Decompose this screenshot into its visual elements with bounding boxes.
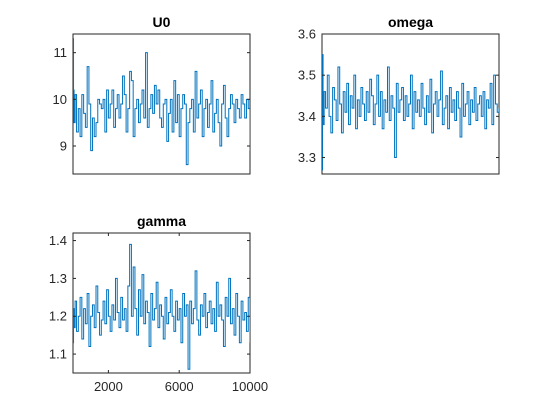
y-tick-label-u0-1: 10 <box>53 92 67 107</box>
series-line-gamma <box>73 243 250 370</box>
y-tick-label-omega-1: 3.4 <box>298 109 316 124</box>
series-line-omega <box>322 54 499 171</box>
y-tick-label-u0-2: 11 <box>54 45 68 60</box>
subplot-u0: 9 10 11 U0 <box>53 14 251 175</box>
trace-group-omega <box>322 54 499 171</box>
y-tick-label-gamma-1: 1.2 <box>49 309 67 324</box>
trace-group-u0 <box>73 38 250 166</box>
x-tick-label-gamma-1: 6000 <box>165 379 194 394</box>
y-tick-label-gamma-3: 1.4 <box>49 233 67 248</box>
series-line-u0 <box>73 38 250 166</box>
ticks-u0: 9 10 11 <box>53 45 250 154</box>
subplot-omega: 3.3 3.4 3.5 3.6 omega <box>298 14 500 175</box>
x-tick-label-gamma-0: 2000 <box>94 379 123 394</box>
x-tick-label-gamma-2: 10000 <box>232 379 268 394</box>
ticks-omega: 3.3 3.4 3.5 3.6 <box>298 27 499 165</box>
plot-area-u0 <box>72 33 251 175</box>
chart-title-gamma: gamma <box>137 213 186 229</box>
y-tick-label-omega-0: 3.3 <box>298 150 316 165</box>
chart-title-omega: omega <box>388 14 433 30</box>
trace-group-gamma <box>73 243 250 370</box>
y-tick-label-omega-2: 3.5 <box>298 68 316 83</box>
subplot-gamma: 1.1 1.2 1.3 1.4 2000 6000 10000 gamma <box>49 213 268 394</box>
y-tick-label-omega-3: 3.6 <box>298 27 316 42</box>
y-tick-label-gamma-0: 1.1 <box>49 347 67 362</box>
y-tick-label-u0-0: 9 <box>60 139 67 154</box>
ticks-gamma: 1.1 1.2 1.3 1.4 2000 6000 10000 <box>49 233 268 394</box>
chart-title-u0: U0 <box>153 14 171 30</box>
plot-area-gamma <box>72 232 251 374</box>
y-tick-label-gamma-2: 1.3 <box>49 271 67 286</box>
